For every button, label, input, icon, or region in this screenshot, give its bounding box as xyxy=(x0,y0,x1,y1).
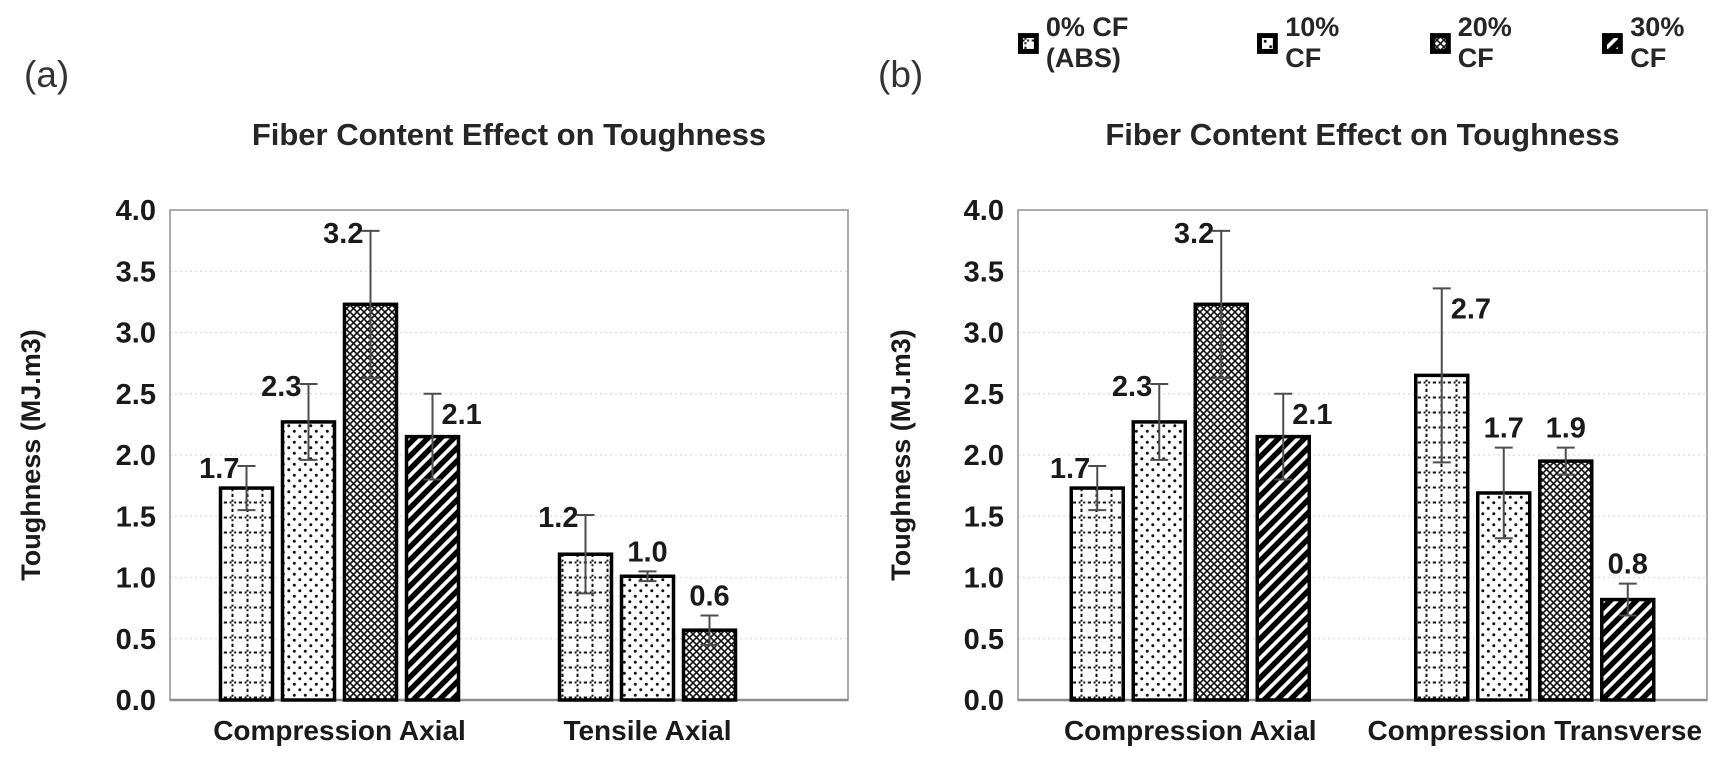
bar-value-label: 2.7 xyxy=(1451,293,1491,325)
y-tick-label: 1.0 xyxy=(964,563,1004,595)
y-tick-label: 4.0 xyxy=(116,195,156,227)
bar-value-label: 1.9 xyxy=(1546,413,1586,445)
legend-item-0-cf-abs-: 0% CF (ABS) xyxy=(1018,12,1209,74)
chart-b: Fiber Content Effect on Toughness Toughne… xyxy=(886,117,1708,746)
legend-swatch-icon xyxy=(1429,32,1451,54)
legend-swatch-icon xyxy=(1018,32,1039,54)
legend-label: 30% CF xyxy=(1630,12,1685,73)
x-category-label: Tensile Axial xyxy=(563,715,731,746)
bar-value-label: 2.1 xyxy=(1292,399,1332,431)
legend-label: 20% CF xyxy=(1457,12,1512,73)
legend-item-10-cf: 10% CF xyxy=(1257,12,1382,74)
legend-item-20-cf: 20% CF xyxy=(1429,12,1555,74)
bar-value-label: 1.7 xyxy=(1050,453,1090,485)
bar-value-label: 2.3 xyxy=(1112,371,1152,403)
legend-swatch-icon xyxy=(1257,32,1279,54)
bar-10-cf-compression-axial xyxy=(280,420,337,702)
y-tick-label: 3.5 xyxy=(116,256,156,288)
bar-value-label: 3.2 xyxy=(1174,218,1214,250)
y-tick-label: 3.0 xyxy=(964,318,1004,350)
y-tick-label: 0.0 xyxy=(116,685,156,717)
y-tick-label: 2.0 xyxy=(964,440,1004,472)
y-tick-label: 4.0 xyxy=(964,195,1004,227)
legend: 0% CF (ABS) 10% CF 20% CF 30% CF xyxy=(1018,12,1727,74)
bar-0-cf-abs--compression-axial xyxy=(218,486,275,702)
y-tick-label: 2.5 xyxy=(964,379,1004,411)
chart-a: Fiber Content Effect on Toughness Toughne… xyxy=(16,117,849,746)
y-tick-label: 2.0 xyxy=(116,440,156,472)
y-tick-label: 3.5 xyxy=(964,256,1004,288)
bar-value-label: 1.0 xyxy=(627,536,667,568)
bar-value-label: 3.2 xyxy=(323,218,363,250)
bar-value-label: 0.6 xyxy=(689,580,729,612)
bar-value-label: 1.7 xyxy=(199,453,239,485)
y-tick-label: 0.5 xyxy=(964,624,1004,656)
x-category-label: Compression Axial xyxy=(213,715,466,746)
bar-10-cf-compression-axial xyxy=(1131,420,1187,702)
bar-20-cf-compression-transverse xyxy=(1538,459,1594,702)
y-tick-label: 3.0 xyxy=(116,318,156,350)
y-axis-title: Toughness (MJ.m3) xyxy=(16,329,46,581)
bar-value-label: 1.2 xyxy=(538,502,578,534)
y-tick-label: 0.5 xyxy=(116,624,156,656)
bar-value-label: 2.1 xyxy=(442,399,482,431)
bar-10-cf-tensile-axial xyxy=(619,574,676,702)
chart-title: Fiber Content Effect on Toughness xyxy=(252,117,766,152)
chart-title: Fiber Content Effect on Toughness xyxy=(1105,117,1619,152)
bar-value-label: 0.8 xyxy=(1608,549,1648,581)
bar-0-cf-abs--compression-axial xyxy=(1069,486,1125,702)
legend-swatch-icon xyxy=(1602,32,1624,54)
panel-label-a: (a) xyxy=(24,54,70,95)
bar-value-label: 2.3 xyxy=(261,371,301,403)
y-tick-label: 1.5 xyxy=(116,501,156,533)
y-axis-title: Toughness (MJ.m3) xyxy=(886,329,916,581)
bar-value-label: 1.7 xyxy=(1484,413,1524,445)
legend-item-30-cf: 30% CF xyxy=(1602,12,1727,74)
y-tick-label: 2.5 xyxy=(116,379,156,411)
y-tick-label: 0.0 xyxy=(964,685,1004,717)
panel-label-b: (b) xyxy=(878,54,924,95)
legend-label: 10% CF xyxy=(1285,12,1340,73)
y-tick-label: 1.0 xyxy=(116,563,156,595)
legend-label: 0% CF (ABS) xyxy=(1045,12,1129,73)
y-tick-label: 1.5 xyxy=(964,501,1004,533)
x-category-label: Compression Transverse xyxy=(1367,715,1702,746)
x-category-label: Compression Axial xyxy=(1064,715,1317,746)
